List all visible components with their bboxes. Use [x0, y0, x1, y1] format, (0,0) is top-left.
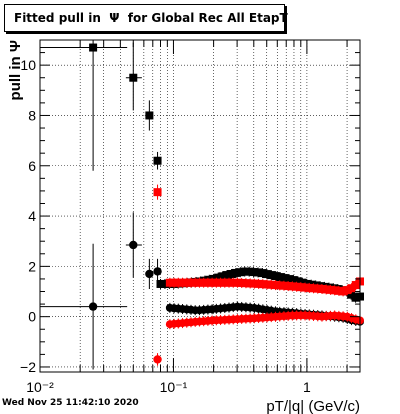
curve-point: [280, 274, 289, 283]
data-point: [153, 355, 162, 364]
curve-point: [262, 270, 271, 279]
curve-point: [203, 278, 212, 287]
data-layer: [40, 40, 364, 370]
data-point: [88, 302, 98, 311]
curve-point: [271, 272, 280, 281]
data-point: [89, 43, 98, 52]
y-axis-label: pull in Ψ: [7, 40, 24, 100]
curve-point: [347, 290, 356, 299]
curve-point: [296, 283, 305, 292]
data-point: [145, 111, 154, 120]
data-point: [129, 73, 138, 82]
data-point: [129, 240, 138, 250]
curve-point: [216, 278, 225, 287]
curve-point: [305, 283, 314, 292]
curve-point: [165, 278, 174, 287]
curve-point: [174, 278, 183, 287]
x-tick-label: 1: [303, 379, 311, 395]
curve-point: [186, 278, 195, 287]
x-tick-label: 10⁻²: [26, 379, 54, 395]
curve-point: [191, 278, 200, 287]
x-axis-label: pT/|q| (GeV/c): [266, 398, 360, 414]
y-tick-label: 8: [28, 107, 36, 123]
curve-point: [254, 268, 263, 277]
curve-point: [301, 283, 310, 292]
curve-point: [231, 268, 240, 277]
curve-point: [293, 277, 302, 286]
curve-point: [225, 278, 234, 287]
curve-point: [267, 280, 276, 289]
curve-point: [236, 268, 245, 277]
curve-point: [218, 272, 227, 281]
curve-point: [229, 278, 238, 287]
y-tick-label: 4: [28, 208, 36, 224]
curve-point: [285, 275, 294, 284]
curve-point: [334, 286, 343, 295]
curve-point: [208, 278, 217, 287]
curve-point: [351, 281, 360, 290]
data-point: [153, 188, 162, 197]
curve-point: [289, 276, 298, 285]
curve-point: [267, 271, 276, 280]
curve-point: [339, 287, 348, 296]
curve-point: [326, 285, 335, 294]
curve-point: [237, 278, 246, 287]
curve-point: [240, 267, 249, 276]
x-tick-label: 10⁻¹: [160, 379, 188, 395]
curve-point: [214, 273, 223, 282]
curve-point: [227, 270, 236, 279]
curve-point: [347, 284, 356, 293]
axes: −2 0 2 4 6 8 10 10⁻² 10⁻¹ 1 pT/|q| (GeV/c) pull in …: [7, 39, 361, 414]
curve-point: [276, 273, 285, 282]
chart-title-box: Fitted pull in Ψ for Global Rec All Etap…: [4, 4, 288, 32]
curve-point: [309, 284, 318, 293]
curve-point: [195, 278, 204, 287]
y-tick-label: −2: [20, 359, 36, 375]
curve-point: [199, 278, 208, 287]
curve-point: [223, 271, 232, 280]
y-tick-label: 2: [28, 258, 36, 274]
curve-point: [313, 284, 322, 293]
curve-point: [322, 285, 331, 294]
curve-point: [178, 278, 187, 287]
timestamp: Wed Nov 25 11:42:10 2020: [2, 398, 139, 408]
data-point: [145, 269, 154, 279]
curve-point: [330, 286, 339, 295]
data-point: [153, 156, 162, 165]
curve-point: [298, 278, 307, 287]
curve-point: [271, 281, 280, 290]
curve-point: [275, 281, 284, 290]
curve-point: [279, 281, 288, 290]
curve-point: [233, 278, 242, 287]
y-tick-label: 10: [20, 57, 36, 73]
curve-point: [241, 279, 250, 288]
curve-point: [317, 284, 326, 293]
curve-point: [182, 278, 191, 287]
curve-point: [170, 278, 179, 287]
curve-point: [212, 278, 221, 287]
curve-point: [263, 280, 272, 289]
chart-title: Fitted pull in Ψ for Global Rec All Etap…: [14, 11, 288, 25]
curve-point: [258, 269, 267, 278]
curve-point: [160, 279, 169, 288]
y-tick-label: 0: [28, 309, 36, 325]
plot-frame: [39, 39, 361, 373]
curve-point: [292, 282, 301, 291]
curve-point: [156, 279, 165, 288]
data-point: [153, 267, 162, 276]
curve-point: [249, 268, 258, 277]
curve-point: [288, 282, 297, 291]
curve-point: [220, 278, 229, 287]
curve-point: [343, 286, 352, 295]
curve-point: [258, 280, 267, 289]
curve-point: [250, 279, 259, 288]
curve-point: [245, 267, 254, 276]
curve-point: [351, 293, 360, 302]
curve-point: [284, 282, 293, 291]
y-tick-label: 6: [28, 158, 36, 174]
curve-point: [254, 279, 263, 288]
curve-point: [246, 279, 255, 288]
